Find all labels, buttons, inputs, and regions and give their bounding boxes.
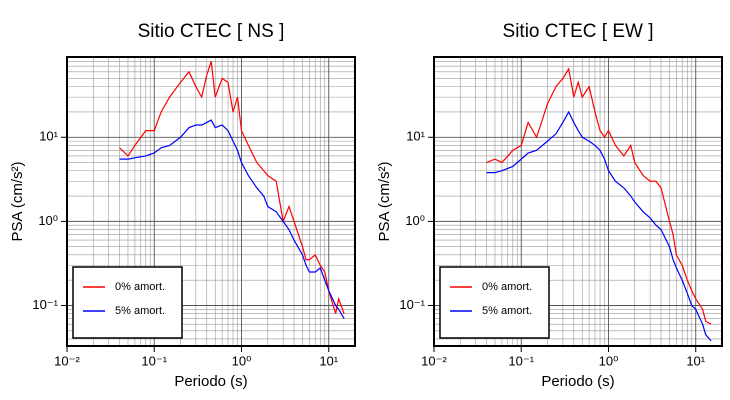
data-line [119,61,345,314]
y-tick-label: 10⁰ [405,213,425,228]
x-tick-label: 10⁻¹ [508,353,534,368]
plot-frame [66,56,356,347]
y-tick-label: 10⁻¹ [32,297,58,312]
y-tick-label: 10¹ [406,129,425,144]
x-tick-label: 10⁻² [421,353,447,368]
plot-frame [433,56,723,347]
x-tick-label: 10⁰ [599,353,619,368]
x-tick-label: 10¹ [319,353,338,368]
y-tick-label: 10⁻¹ [399,297,425,312]
y-tick-label: 10⁰ [38,213,58,228]
chart-title: Sitio CTEC [ NS ] [138,21,285,42]
legend-label: 0% amort. [115,281,165,293]
y-axis-label: PSA (cm/s²) [376,161,393,241]
legend-label: 5% amort. [482,305,532,317]
data-line [486,67,712,325]
y-tick-label: 10¹ [39,129,58,144]
legend-box [439,266,550,339]
x-tick-label: 10⁰ [232,353,252,368]
legend-label: 5% amort. [115,305,165,317]
data-line [486,110,712,342]
x-axis-label: Periodo (s) [174,373,247,390]
x-axis-label: Periodo (s) [541,373,614,390]
y-axis-label: PSA (cm/s²) [9,161,26,241]
x-tick-label: 10⁻² [54,353,80,368]
data-line [119,119,345,319]
x-tick-label: 10⁻¹ [141,353,167,368]
legend-label: 0% amort. [482,281,532,293]
x-tick-label: 10¹ [686,353,705,368]
chart-title: Sitio CTEC [ EW ] [503,21,654,42]
legend-box [72,266,183,339]
